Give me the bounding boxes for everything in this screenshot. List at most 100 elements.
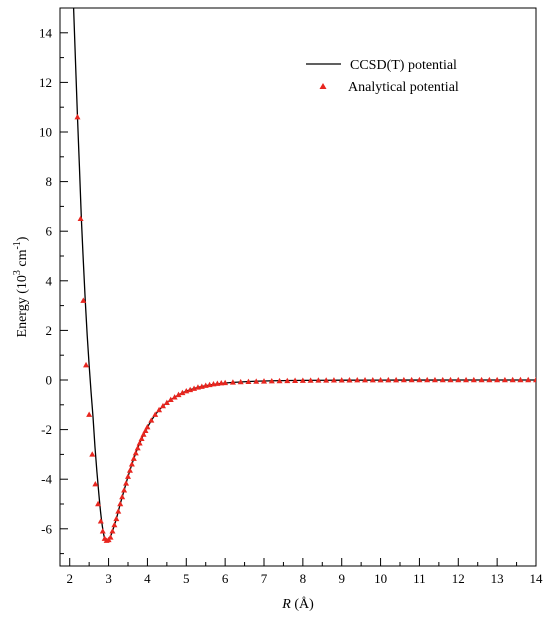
y-tick-label: 2 bbox=[46, 323, 53, 338]
legend-label-ccsdt: CCSD(T) potential bbox=[350, 58, 457, 73]
data-point-analytical bbox=[284, 377, 291, 384]
x-tick-label: 2 bbox=[66, 571, 73, 586]
data-point-analytical bbox=[431, 376, 438, 383]
x-tick-label: 10 bbox=[374, 571, 387, 586]
data-point-analytical bbox=[346, 377, 353, 383]
data-point-analytical bbox=[439, 376, 446, 383]
data-point-analytical bbox=[156, 406, 163, 413]
data-point-analytical bbox=[140, 431, 147, 437]
data-point-analytical bbox=[128, 461, 135, 467]
y-tick-label: 0 bbox=[46, 373, 53, 388]
series-line-ccsdt bbox=[72, 8, 536, 542]
data-point-analytical bbox=[92, 480, 99, 487]
data-point-analytical bbox=[144, 423, 151, 430]
data-point-analytical bbox=[99, 528, 106, 534]
data-point-analytical bbox=[276, 377, 283, 384]
data-point-analytical bbox=[125, 473, 131, 479]
data-point-analytical bbox=[77, 215, 84, 221]
data-point-analytical bbox=[478, 376, 485, 383]
x-tick-label: 5 bbox=[183, 571, 190, 586]
y-tick-label: 6 bbox=[46, 224, 53, 239]
legend: CCSD(T) potential Analytical potential bbox=[306, 58, 459, 95]
data-point-analytical bbox=[299, 377, 306, 383]
x-tick-label: 3 bbox=[105, 571, 112, 586]
x-axis-label: R (Å) bbox=[281, 596, 314, 612]
data-point-analytical bbox=[338, 377, 345, 383]
legend-label-analytical: Analytical potential bbox=[348, 80, 459, 95]
data-point-analytical bbox=[134, 445, 141, 451]
data-point-analytical bbox=[119, 493, 126, 500]
data-point-analytical bbox=[171, 394, 178, 400]
y-tick-label: -6 bbox=[41, 521, 52, 536]
series-markers-analytical bbox=[74, 113, 536, 543]
data-point-analytical bbox=[167, 396, 174, 403]
data-point-analytical bbox=[447, 376, 454, 383]
data-point-analytical bbox=[132, 449, 139, 456]
data-point-analytical bbox=[159, 402, 166, 409]
data-point-analytical bbox=[253, 378, 260, 384]
x-axis: 2 3 4 5 6 7 8 9 10 11 12 13 14 bbox=[66, 558, 543, 586]
data-point-analytical bbox=[163, 399, 170, 406]
data-point-analytical bbox=[424, 376, 431, 383]
x-tick-label: 11 bbox=[413, 571, 426, 586]
data-point-analytical bbox=[89, 451, 96, 457]
x-tick-label: 7 bbox=[261, 571, 268, 586]
data-point-analytical bbox=[121, 487, 128, 493]
data-point-analytical bbox=[330, 377, 337, 383]
data-point-analytical bbox=[123, 480, 130, 486]
data-point-analytical bbox=[525, 376, 532, 383]
data-point-analytical bbox=[416, 376, 423, 383]
data-point-analytical bbox=[83, 361, 90, 368]
data-point-analytical bbox=[393, 376, 400, 383]
data-point-analytical bbox=[369, 376, 376, 383]
data-point-analytical bbox=[109, 528, 116, 534]
data-point-analytical bbox=[80, 297, 87, 303]
data-point-analytical bbox=[111, 521, 118, 528]
data-point-analytical bbox=[115, 508, 122, 514]
data-point-analytical bbox=[455, 376, 462, 383]
data-point-analytical bbox=[138, 435, 145, 441]
data-point-analytical bbox=[113, 515, 120, 522]
data-point-analytical bbox=[307, 377, 314, 383]
data-point-analytical bbox=[517, 376, 524, 383]
y-axis: -6 -4 -2 0 2 4 6 8 10 12 14 bbox=[39, 7, 68, 555]
data-point-analytical bbox=[463, 376, 470, 383]
y-tick-label: -4 bbox=[41, 472, 52, 487]
data-point-analytical bbox=[74, 113, 81, 120]
data-point-analytical bbox=[323, 377, 330, 383]
x-tick-label: 4 bbox=[144, 571, 151, 586]
data-point-analytical bbox=[142, 427, 149, 434]
data-point-analytical bbox=[117, 500, 124, 507]
data-point-analytical bbox=[470, 376, 477, 383]
legend-marker-swatch bbox=[319, 83, 327, 89]
x-tick-label: 9 bbox=[338, 571, 345, 586]
x-tick-label: 8 bbox=[300, 571, 307, 586]
y-axis-label: Energy (103 cm-1) bbox=[12, 236, 30, 337]
data-point-analytical bbox=[362, 376, 369, 383]
x-tick-label: 14 bbox=[530, 571, 544, 586]
data-point-analytical bbox=[494, 376, 501, 383]
data-point-analytical bbox=[136, 440, 143, 446]
data-point-analytical bbox=[126, 467, 133, 473]
data-point-analytical bbox=[509, 376, 516, 383]
y-tick-label: 14 bbox=[39, 25, 53, 40]
y-tick-label: -2 bbox=[41, 422, 52, 437]
x-tick-label: 13 bbox=[491, 571, 504, 586]
y-tick-label: 10 bbox=[39, 125, 52, 140]
data-point-analytical bbox=[377, 376, 384, 383]
y-tick-label: 12 bbox=[39, 75, 52, 90]
y-tick-label: 4 bbox=[46, 273, 53, 288]
data-point-analytical bbox=[385, 376, 392, 383]
data-point-analytical bbox=[486, 376, 493, 383]
data-point-analytical bbox=[152, 411, 159, 417]
x-tick-label: 6 bbox=[222, 571, 229, 586]
data-point-analytical bbox=[179, 389, 186, 396]
data-point-analytical bbox=[268, 377, 275, 384]
data-point-analytical bbox=[95, 500, 102, 507]
data-point-analytical bbox=[229, 379, 236, 385]
data-point-analytical bbox=[501, 376, 508, 383]
data-point-analytical bbox=[175, 391, 182, 398]
data-point-analytical bbox=[245, 378, 252, 385]
data-point-analytical bbox=[408, 376, 415, 383]
x-tick-label: 12 bbox=[452, 571, 465, 586]
